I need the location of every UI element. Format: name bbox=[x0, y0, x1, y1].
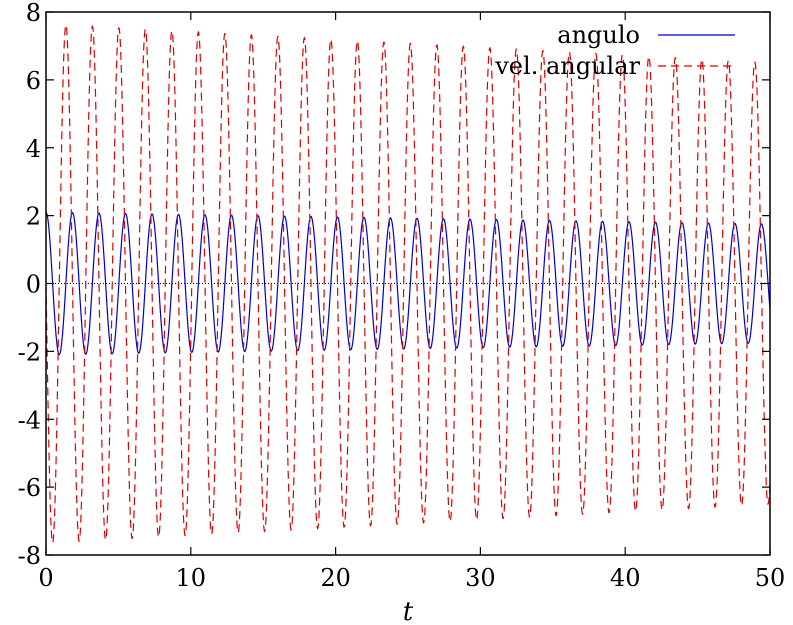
legend-label: vel. angular bbox=[494, 52, 640, 80]
y-tick-label: 2 bbox=[26, 203, 41, 231]
legend: angulo vel. angular bbox=[494, 21, 735, 80]
x-tick-label: 0 bbox=[38, 564, 53, 592]
legend-label: angulo bbox=[557, 21, 640, 49]
x-tick-label: 10 bbox=[176, 564, 207, 592]
x-tick-label: 20 bbox=[320, 564, 351, 592]
x-axis-label: t bbox=[403, 597, 414, 625]
x-tick-label: 30 bbox=[465, 564, 496, 592]
y-tick-label: 8 bbox=[26, 0, 41, 27]
y-tick-label: -6 bbox=[18, 474, 41, 502]
x-tick-label: 40 bbox=[610, 564, 641, 592]
series-line-0 bbox=[46, 211, 770, 356]
y-tick-label: 4 bbox=[26, 135, 41, 163]
y-tick-label: -4 bbox=[18, 406, 41, 434]
y-tick-label: -8 bbox=[18, 542, 41, 570]
x-tick-label: 50 bbox=[755, 564, 786, 592]
y-tick-label: 6 bbox=[26, 67, 41, 95]
y-tick-label: -2 bbox=[18, 338, 41, 366]
y-tick-label: 0 bbox=[26, 271, 41, 299]
